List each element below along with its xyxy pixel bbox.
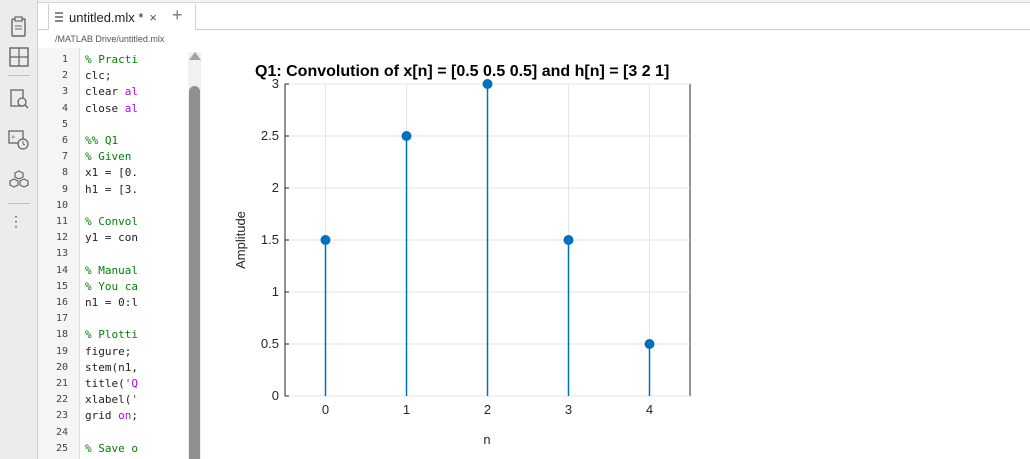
scroll-up-icon[interactable] <box>189 52 201 60</box>
scroll-thumb[interactable] <box>189 86 200 459</box>
stem-chart: 0 1 2 3 4 0 0.5 1 1.5 2 2.5 3 Q1: Convolution of x[… <box>233 63 691 447</box>
line-number: 25 <box>55 442 68 454</box>
window-top-border <box>38 0 1030 3</box>
code-line[interactable]: close al <box>85 101 138 115</box>
more-options-icon[interactable]: ⋮ <box>9 213 24 229</box>
stem-marker <box>401 131 412 141</box>
x-axis-label: n <box>483 432 490 447</box>
code-line[interactable]: %% Q1 <box>85 134 119 147</box>
line-number: 9 <box>61 183 68 195</box>
line-number: 1 <box>61 54 68 65</box>
stem-marker <box>644 339 655 349</box>
figure-panel: 0 1 2 3 4 0 0.5 1 1.5 2 2.5 3 Q1: Convolution of x[… <box>205 48 1030 459</box>
y-tick-label: 0.5 <box>261 336 279 351</box>
y-tick-label: 0 <box>272 388 279 403</box>
code-line[interactable]: h1 = [3. <box>85 182 138 196</box>
add-tab-button[interactable]: + <box>172 5 183 25</box>
activity-separator <box>8 75 30 76</box>
clipboard-icon[interactable] <box>5 14 32 40</box>
line-number-gutter: 1 2 3 4 5 6 7 8 9 10 11 12 13 14 15 16 17 18 19 20 21 22 23 24 2… <box>38 48 80 459</box>
file-path: /MATLAB Drive/untitled.mlx <box>55 34 165 44</box>
tab-title: untitled.mlx * <box>69 9 144 25</box>
x-tick-label: 1 <box>403 402 410 417</box>
line-number: 10 <box>55 199 68 211</box>
x-tick-label: 0 <box>322 402 329 417</box>
y-tick-label: 1.5 <box>261 232 279 247</box>
grid-layout-icon[interactable] <box>5 44 32 70</box>
y-tick-label: 2 <box>272 180 279 195</box>
line-number: 15 <box>55 280 68 292</box>
history-icon[interactable]: » <box>5 127 32 153</box>
code-line[interactable]: % Plotti <box>85 328 138 342</box>
code-line[interactable]: xlabel(' <box>85 393 138 407</box>
y-tick-label: 3 <box>272 76 279 91</box>
editor-scrollbar[interactable] <box>188 52 201 459</box>
line-number: 13 <box>55 248 68 260</box>
line-number: 24 <box>55 426 68 438</box>
tab-untitled-mlx[interactable]: untitled.mlx * × <box>48 4 196 30</box>
line-number: 18 <box>55 329 68 341</box>
line-number: 8 <box>61 167 68 179</box>
stem-marker <box>320 235 331 245</box>
activity-separator <box>8 203 30 204</box>
line-number: 20 <box>55 361 68 373</box>
svg-text:»: » <box>11 133 15 141</box>
line-number: 21 <box>55 378 68 389</box>
line-number: 5 <box>61 118 68 130</box>
code-line[interactable]: n1 = 0:l <box>85 296 138 309</box>
x-tick-label: 4 <box>646 402 653 417</box>
line-number: 7 <box>61 151 68 163</box>
code-line[interactable]: grid on; <box>85 409 138 423</box>
line-number: 17 <box>55 313 68 325</box>
tick-labels: 0 1 2 3 4 0 0.5 1 1.5 2 2.5 3 <box>261 76 653 417</box>
line-number: 2 <box>61 70 68 82</box>
activity-bar: » ⋮ <box>0 0 38 459</box>
addons-cubes-icon[interactable] <box>5 167 32 193</box>
close-icon[interactable]: × <box>149 9 158 25</box>
y-axis-label: Amplitude <box>233 211 248 269</box>
code-line[interactable]: title('Q <box>85 377 138 390</box>
code-line[interactable]: % Manual <box>85 263 138 277</box>
code-line[interactable]: x1 = [0. <box>85 166 138 180</box>
line-number: 4 <box>61 102 68 114</box>
stem-marker <box>482 79 493 89</box>
line-number: 23 <box>55 410 68 422</box>
code-line[interactable]: clear al <box>85 85 138 99</box>
code-line[interactable]: stem(n1, <box>85 360 138 374</box>
code-line[interactable]: % Save o <box>85 441 138 455</box>
stems <box>320 79 655 396</box>
tab-menu-icon[interactable] <box>55 12 63 22</box>
line-number: 19 <box>55 345 68 357</box>
code-editor[interactable]: 1 2 3 4 5 6 7 8 9 10 11 12 13 14 15 16 17 18 19 20 21 22 23 24 2… <box>38 48 203 459</box>
code-line[interactable]: % You ca <box>85 279 138 293</box>
magnify-page-icon[interactable] <box>5 86 32 112</box>
code-line[interactable]: % Practi <box>85 53 138 66</box>
y-tick-label: 1 <box>272 284 279 299</box>
tab-bar: untitled.mlx * × + <box>38 4 1030 30</box>
code-area[interactable]: % Practi clc; clear al close al %% Q1 % Given… <box>38 48 186 459</box>
x-tick-label: 3 <box>565 402 572 417</box>
chart-title: Q1: Convolution of x[n] = [0.5 0.5 0.5] … <box>255 63 669 80</box>
x-tick-label: 2 <box>484 402 491 417</box>
code-line[interactable]: y1 = con <box>85 231 138 245</box>
line-number: 3 <box>61 86 68 98</box>
line-number: 12 <box>55 232 68 244</box>
code-line[interactable]: clc; <box>85 69 112 83</box>
line-number: 6 <box>61 135 68 146</box>
line-number: 14 <box>55 264 68 276</box>
line-number: 22 <box>55 394 68 406</box>
y-tick-label: 2.5 <box>261 128 279 143</box>
code-line[interactable]: % Given <box>85 150 132 164</box>
line-number: 11 <box>55 216 68 227</box>
line-number: 16 <box>55 297 68 308</box>
code-line[interactable]: figure; <box>85 344 132 358</box>
code-line[interactable]: % Convol <box>85 215 138 228</box>
stem-marker <box>563 235 574 245</box>
